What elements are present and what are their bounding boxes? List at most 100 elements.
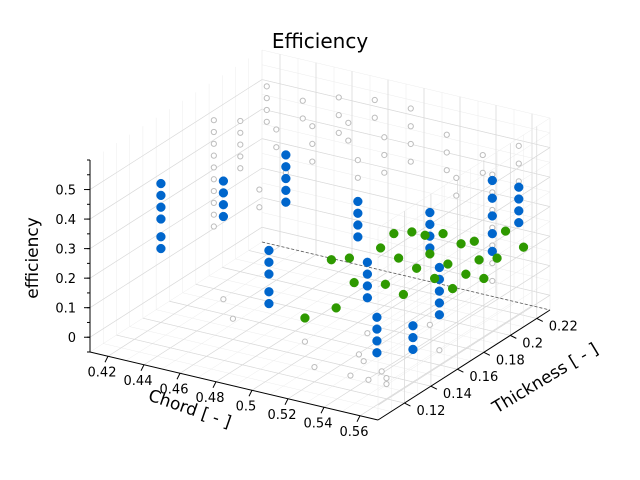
- x-tick-mark: [212, 381, 217, 388]
- scatter-point-gray: [263, 106, 270, 114]
- scatter-point-gray: [453, 174, 460, 181]
- scatter-point-green: [469, 236, 479, 246]
- scatter-point-blue: [434, 262, 445, 273]
- x-tick-mark: [356, 415, 361, 422]
- y-tick-mark: [457, 368, 464, 373]
- scatter-point-gray: [515, 160, 522, 167]
- scatter-point-blue: [425, 219, 435, 230]
- side-wall-grid-line: [377, 162, 551, 273]
- scatter-point-blue: [362, 293, 373, 303]
- scatter-point-gray: [355, 351, 363, 358]
- scatter-point-blue: [372, 336, 382, 346]
- scatter-point-blue: [353, 196, 363, 207]
- floor-grid-line: [103, 343, 392, 412]
- scatter-point-gray: [301, 338, 309, 345]
- scatter-point-green: [349, 277, 359, 288]
- scatter-point-gray: [210, 164, 217, 171]
- x-tick-mark: [140, 364, 145, 371]
- scatter-point-blue: [487, 229, 497, 239]
- scatter-point-blue: [514, 217, 524, 228]
- left-wall-grid-major: [89, 138, 263, 249]
- scatter-point-blue: [281, 162, 291, 172]
- x-tick-label: 0.52: [268, 408, 297, 423]
- scatter-point-gray: [381, 169, 388, 176]
- back-wall-grid-major: [261, 197, 551, 267]
- scatter-point-gray: [210, 117, 217, 124]
- floor-grid-line: [233, 275, 407, 387]
- scatter-point-green: [326, 255, 337, 265]
- back-wall-grid-line: [261, 153, 551, 222]
- z-tick-label: 0.3: [55, 243, 76, 258]
- scatter-point-gray: [220, 296, 227, 303]
- x-tick-mark: [248, 390, 253, 397]
- back-wall-grid-line: [261, 49, 551, 119]
- x-tick-mark: [284, 398, 289, 405]
- scatter-point-blue: [264, 245, 274, 256]
- scatter-point-blue: [362, 257, 373, 267]
- scatter-point-gray: [354, 174, 361, 181]
- floor-grid-major: [251, 279, 425, 391]
- scatter-point-green: [443, 259, 453, 269]
- scatter-point-gray: [309, 140, 316, 147]
- axis-lines: [89, 160, 551, 421]
- scatter-point-gray: [263, 95, 270, 102]
- floor-grid-line: [89, 241, 263, 353]
- back-wall-grid-line: [261, 123, 551, 193]
- left-wall-grid-major: [89, 167, 263, 279]
- floor-grid-major: [215, 271, 389, 383]
- scatter-point-gray: [273, 144, 280, 151]
- scatter-point-gray: [210, 140, 217, 147]
- scatter-point-gray: [237, 153, 244, 160]
- chart-title: Efficiency: [272, 29, 369, 53]
- scatter-point-green: [461, 269, 471, 279]
- scatter-point-gray: [256, 186, 263, 193]
- z-tick-label: 0.4: [55, 213, 76, 228]
- scatter-point-blue: [281, 185, 291, 196]
- y-tick-mark: [536, 318, 543, 322]
- x-tick-label: 0.56: [340, 425, 369, 440]
- back-wall-grid-major: [261, 138, 551, 207]
- floor-grid-line: [182, 292, 471, 362]
- floor-grid-line: [197, 267, 371, 378]
- floor-grid-major: [116, 334, 405, 404]
- x-tick-label: 0.5: [236, 399, 257, 414]
- x-tick-mark: [320, 407, 325, 414]
- scatter-point-gray: [335, 112, 342, 119]
- scatter-point-blue: [218, 188, 229, 198]
- scatter-point-green: [375, 243, 386, 253]
- scatter-point-gray: [489, 260, 496, 267]
- scatter-point-green: [420, 230, 430, 240]
- scatter-point-green: [407, 227, 417, 237]
- scatter-point-green: [438, 228, 448, 239]
- z-tick-label: 0.1: [55, 302, 76, 317]
- y-axis-label: Thickness [ - ]: [488, 339, 602, 418]
- scatter-point-gray: [345, 119, 352, 126]
- scatter-point-gray: [210, 128, 217, 136]
- floor-grid-major: [169, 300, 458, 370]
- scatter-point-blue: [372, 312, 382, 322]
- scatter-point-gray: [407, 105, 414, 112]
- scatter-point-green: [456, 239, 466, 249]
- scatter-point-blue: [434, 310, 445, 320]
- y-axis-line: [377, 309, 551, 421]
- scatter-point-blue: [353, 232, 363, 242]
- tick-labels: 0.42 0.44 0.46 0.48 0.5 0.52 0.54 0.56 0.12 0.14 0…: [55, 159, 578, 440]
- side-wall-grid-major: [377, 206, 551, 317]
- floor-grid-major: [248, 250, 537, 319]
- scatter-point-green: [300, 313, 310, 323]
- scatter-point-green: [344, 253, 355, 263]
- scatter-point-gray: [489, 277, 496, 285]
- scatter-point-gray: [299, 97, 306, 104]
- floor-grid-major: [195, 283, 484, 353]
- scatter-point-blue: [353, 208, 363, 218]
- z-axis-label: efficiency: [23, 217, 43, 299]
- scatter-point-gray: [383, 375, 390, 382]
- scatter-point-gray: [479, 151, 486, 159]
- scatter-point-gray: [299, 115, 306, 122]
- scatter-point-green: [398, 289, 409, 300]
- y-tick-label: 0.18: [496, 353, 525, 368]
- scatter-point-gray: [407, 123, 414, 130]
- x-tick-label: 0.42: [88, 365, 117, 380]
- floor-grid-line: [129, 326, 418, 395]
- scatter-point-gray: [347, 372, 354, 379]
